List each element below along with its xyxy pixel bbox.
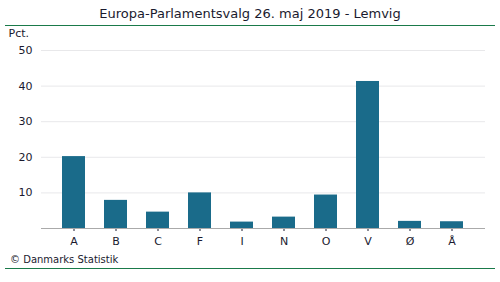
svg-text:N: N: [280, 235, 288, 248]
html-text:© Danmarks Statistik: © Danmarks Statistik: [10, 254, 119, 265]
svg-text:C: C: [154, 235, 162, 248]
svg-text:O: O: [322, 235, 331, 248]
svg-text:F: F: [197, 235, 203, 248]
svg-text:V: V: [364, 235, 372, 248]
svg-text:50: 50: [19, 44, 33, 57]
svg-text:B: B: [112, 235, 120, 248]
html-text:Europa-Parlamentsvalg 26. maj: Europa-Parlamentsvalg 26. maj 2019 - Lem…: [99, 6, 401, 21]
svg-text:I: I: [240, 235, 243, 248]
svg-text:30: 30: [19, 115, 33, 128]
svg-text:Ø: Ø: [406, 235, 415, 248]
svg-text:20: 20: [19, 151, 33, 164]
svg-text:Å: Å: [448, 235, 456, 248]
svg-text:40: 40: [19, 80, 33, 93]
svg-text:A: A: [70, 235, 78, 248]
svg-text:Pct.: Pct.: [9, 27, 30, 40]
svg-text:10: 10: [19, 186, 33, 199]
